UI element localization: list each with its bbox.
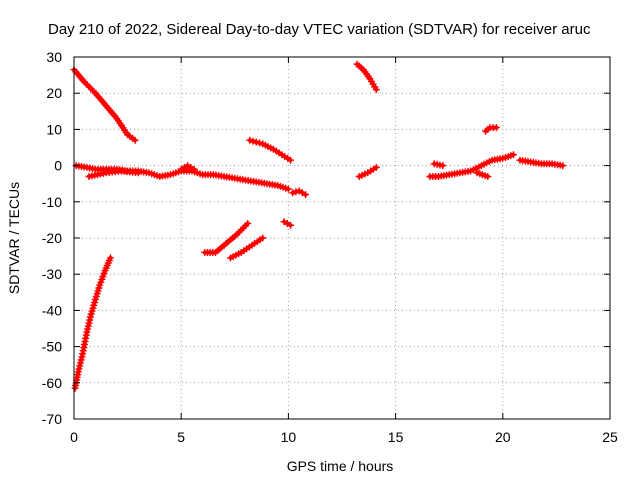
- data-point: [287, 156, 294, 164]
- y-axis-label: SDTVAR / TECUs: [6, 182, 22, 294]
- y-tick-label: -50: [42, 339, 62, 355]
- series-arc-17: [473, 169, 492, 180]
- data-point: [284, 185, 292, 193]
- y-tick-label: 10: [46, 121, 62, 137]
- data-point: [244, 220, 252, 227]
- data-point: [559, 162, 567, 170]
- y-tick-label: -60: [42, 375, 62, 391]
- data-point: [82, 334, 90, 342]
- series-arc-4: [85, 167, 142, 180]
- data-point: [131, 136, 139, 144]
- x-tick-label: 20: [495, 429, 511, 445]
- y-tick-label: -70: [42, 411, 62, 427]
- series-arc-13: [426, 151, 517, 180]
- data-point: [86, 316, 94, 324]
- data-point: [289, 189, 297, 197]
- data-point: [510, 151, 517, 159]
- x-tick-label: 5: [177, 429, 185, 445]
- series-arc-9: [227, 234, 267, 262]
- y-tick-label: 20: [46, 85, 62, 101]
- data-point: [292, 188, 300, 196]
- grid: [74, 57, 610, 419]
- series-arc-12: [355, 163, 380, 180]
- series-arc-16: [516, 156, 567, 170]
- series-arc-10: [280, 218, 294, 229]
- axis-ticks: 0 5 10 15 20 25 -70 -60 -50 -40 -30 -20 -10 0 10 20 30: [42, 49, 618, 445]
- data-point: [302, 191, 310, 199]
- series-arc-2: [71, 254, 114, 392]
- data-point: [372, 163, 380, 171]
- data-point: [106, 254, 114, 262]
- data-point: [439, 162, 447, 170]
- series-arc-14: [430, 160, 447, 170]
- data-point: [246, 136, 254, 144]
- y-tick-label: 30: [46, 49, 62, 65]
- data-point: [249, 137, 257, 145]
- series-arc-7: [289, 187, 310, 199]
- x-axis-label: GPS time / hours: [287, 458, 394, 474]
- series-arc-6: [246, 136, 294, 164]
- series-arc-11: [353, 60, 380, 94]
- y-tick-label: -30: [42, 266, 62, 282]
- y-tick-label: -10: [42, 194, 62, 210]
- data-point: [372, 86, 380, 94]
- y-tick-label: -20: [42, 230, 62, 246]
- x-tick-label: 0: [70, 429, 78, 445]
- data-point: [484, 173, 492, 180]
- data-point: [190, 165, 198, 173]
- data-point: [256, 139, 263, 147]
- data-point: [287, 221, 294, 229]
- y-tick-label: 0: [54, 158, 62, 174]
- x-tick-label: 10: [281, 429, 297, 445]
- x-tick-label: 15: [388, 429, 404, 445]
- data-point: [252, 138, 260, 146]
- series-arc-1: [70, 66, 139, 144]
- data-point: [134, 169, 142, 177]
- series-arc-5: [177, 162, 198, 173]
- y-tick-label: -40: [42, 302, 62, 318]
- data-point: [259, 234, 267, 242]
- series-arc-8: [201, 220, 252, 256]
- chart-title: Day 210 of 2022, Sidereal Day-to-day VTE…: [48, 21, 591, 38]
- data-points: [70, 60, 567, 392]
- x-tick-label: 25: [602, 429, 618, 445]
- series-arc-15: [482, 124, 500, 135]
- data-point: [492, 124, 500, 132]
